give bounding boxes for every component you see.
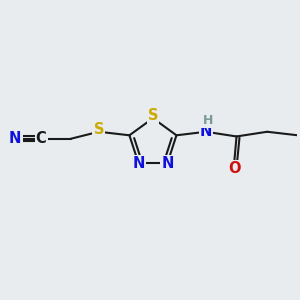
Text: N: N	[9, 131, 21, 146]
Text: S: S	[148, 108, 158, 123]
Text: S: S	[94, 122, 104, 137]
Text: N: N	[200, 124, 212, 139]
Text: N: N	[132, 156, 145, 171]
Text: C: C	[36, 131, 46, 146]
Text: H: H	[202, 114, 213, 127]
Text: N: N	[161, 156, 174, 171]
Text: O: O	[228, 161, 240, 176]
